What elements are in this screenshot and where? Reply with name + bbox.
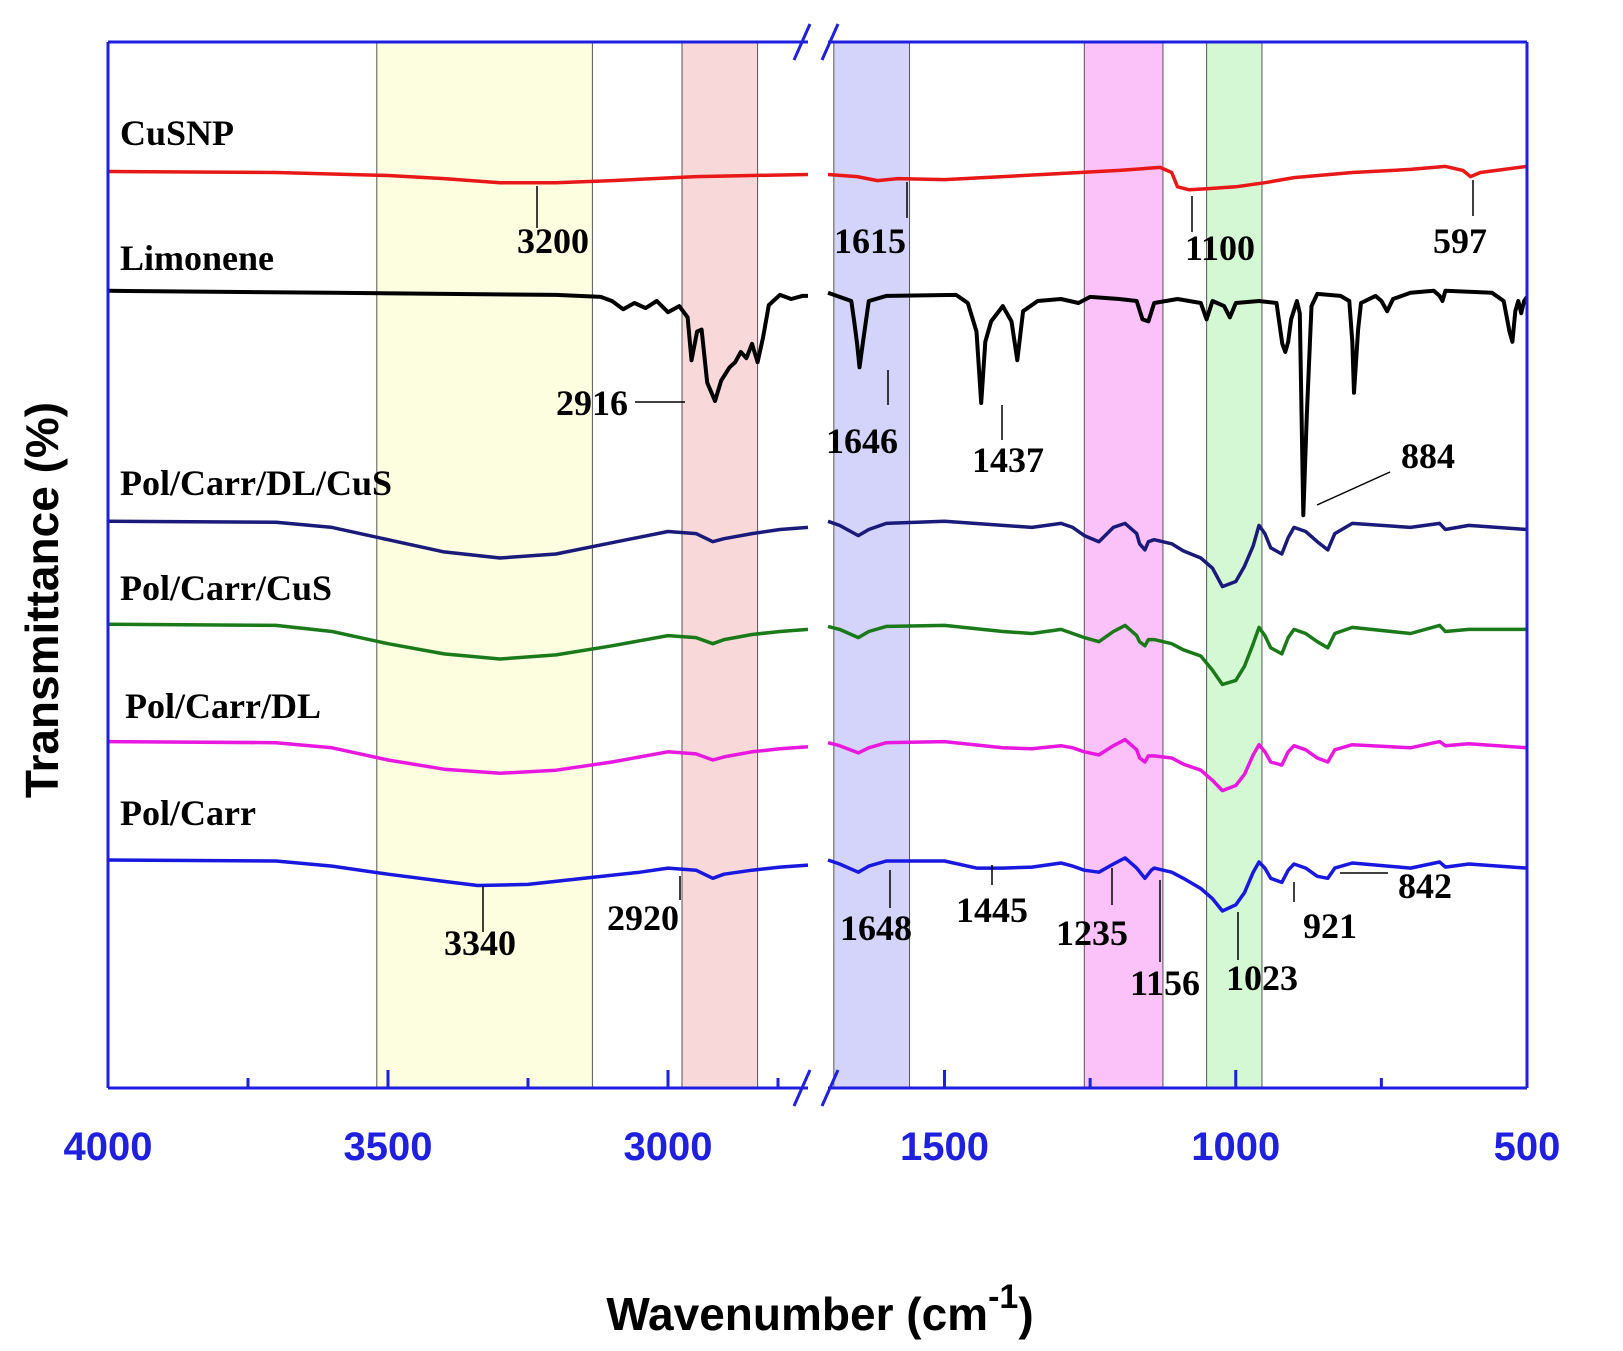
peak-label-14: 1023 [1226,958,1298,998]
series-label-1: Limonene [120,238,274,278]
peak-label-0: 3200 [517,221,589,261]
highlight-band-4 [1206,41,1263,1089]
peak-label-12: 1235 [1056,913,1128,953]
axis-break-mark-1-a [792,1069,812,1107]
peak-label-8: 3340 [444,923,516,963]
y-axis-title: Transmittance (%) [16,402,68,798]
axis-break-mark-1-b [820,1069,840,1107]
series-label-4: Pol/Carr/DL [125,686,321,726]
peak-label-15: 921 [1303,906,1357,946]
series-line-1-left [107,288,808,403]
axis-break-mark-0-a [792,23,812,61]
x-axis-title-end: ) [1018,1288,1033,1340]
peak-label-7: 884 [1401,436,1455,476]
series-line-4-right [827,737,1528,793]
series-line-3-left [107,622,809,661]
x-tick-label-0: 4000 [64,1125,153,1169]
peak-label-11: 1445 [956,890,1028,930]
x-tick-label-4: 1000 [1191,1125,1280,1169]
series-label-5: Pol/Carr [120,793,256,833]
x-axis-title: Wavenumber (cm-1) [606,1278,1033,1340]
x-tick-label-2: 3000 [624,1125,713,1169]
peak-label-9: 2920 [607,898,679,938]
highlight-band-0 [376,41,593,1089]
series-label-0: CuSNP [120,113,234,153]
series-line-0-left [107,169,809,185]
peak-label-13: 1156 [1130,963,1200,1003]
x-axis-title-main: Wavenumber (cm [606,1288,988,1340]
series-label-3: Pol/Carr/CuS [120,568,332,608]
axes: 4000 3500 3000 1500 1000 500 [64,23,1561,1169]
series-line-0-right [827,164,1528,192]
axis-break-mark-0-b [820,23,840,61]
x-axis-title-sup: -1 [988,1278,1018,1316]
peak-label-10: 1648 [840,908,912,948]
highlight-bands [376,41,1263,1089]
series-line-2-right [827,519,1528,589]
series-label-2: Pol/Carr/DL/CuS [120,463,392,503]
x-tick-label-1: 3500 [344,1125,433,1169]
series-line-3-right [827,623,1527,687]
highlight-band-3 [1083,41,1164,1089]
series-line-5-left [107,858,809,888]
x-tick-label-3: 1500 [900,1125,989,1169]
series-line-1-right [827,288,1529,518]
highlight-band-1 [681,41,759,1089]
peak-label-4: 2916 [556,383,628,423]
peak-label-16: 842 [1398,866,1452,906]
series-labels: CuSNP Limonene Pol/Carr/DL/CuS Pol/Carr/CuS… [120,113,392,833]
peak-label-1: 1615 [834,221,906,261]
peak-label-6: 1437 [972,440,1044,480]
series-line-4-left [107,739,809,776]
peak-label-5: 1646 [826,421,898,461]
peak-leader-7 [1316,471,1391,506]
series-line-2-left [107,519,809,560]
peak-label-3: 597 [1433,221,1487,261]
series-line-5-right [827,856,1528,913]
spectra-lines [107,164,1529,913]
peak-label-2: 1100 [1185,228,1255,268]
peak-annotations: 3200 1615 1100 597 2916 1646 1437 884 3340 2920 16… [444,180,1487,1003]
x-tick-label-5: 500 [1494,1125,1561,1169]
